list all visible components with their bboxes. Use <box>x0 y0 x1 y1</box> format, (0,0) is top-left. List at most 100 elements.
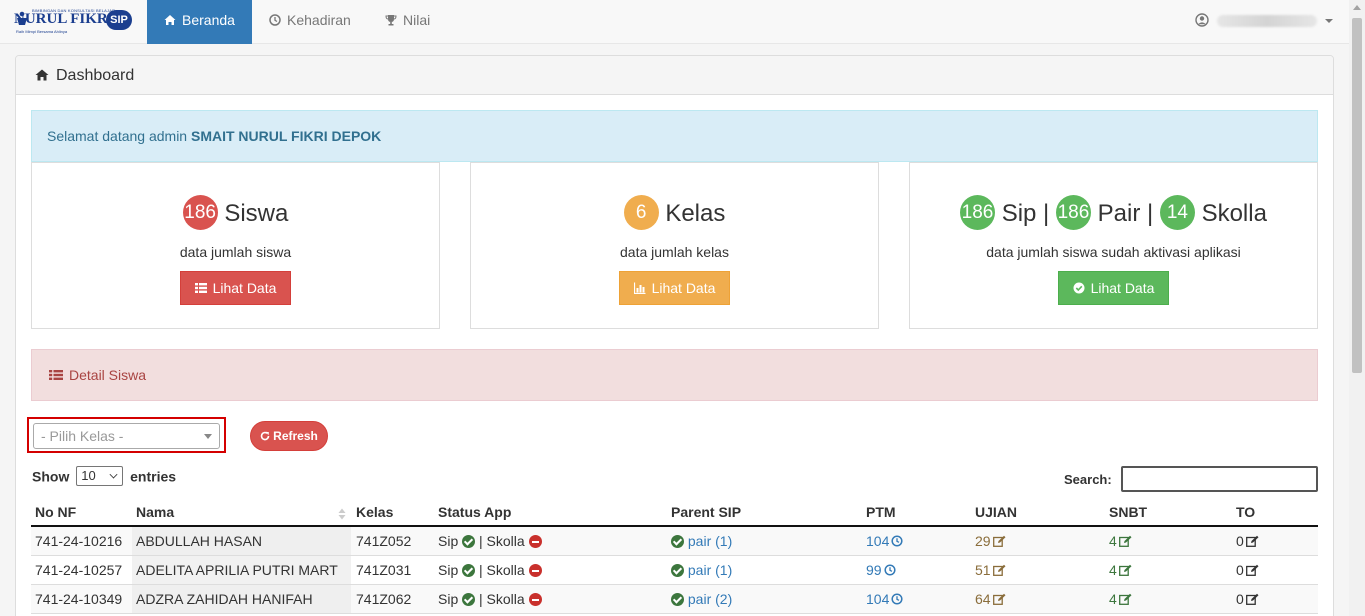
kelas-select-highlight: - Pilih Kelas - <box>27 417 226 453</box>
kelas-select-placeholder: - Pilih Kelas - <box>41 428 124 444</box>
scrollbar-thumb[interactable] <box>1352 18 1362 373</box>
th-parent-sip[interactable]: Parent SIP <box>671 504 742 520</box>
refresh-label: Refresh <box>273 429 318 443</box>
table-row: 741-24-10257 ADELITA APRILIA PUTRI MART … <box>31 556 1318 585</box>
sorted-column-shade <box>132 585 351 613</box>
logo-figure-icon <box>17 11 27 25</box>
cell-status-app: Sip | Skolla <box>438 527 542 555</box>
snbt-value: 4 <box>1109 533 1117 549</box>
ujian-value: 29 <box>975 533 991 549</box>
snbt-value: 4 <box>1109 591 1117 607</box>
sip-text: Sip <box>438 591 459 607</box>
lihat-data-kelas-label: Lihat Data <box>651 280 716 296</box>
kelas-label: Kelas <box>665 199 726 227</box>
cell-snbt[interactable]: 4 <box>1109 556 1132 584</box>
cell-ujian[interactable]: 29 <box>975 527 1006 555</box>
th-ujian[interactable]: UJIAN <box>975 504 1018 520</box>
panel-heading: Dashboard <box>16 56 1333 95</box>
edit-icon <box>992 535 1006 547</box>
th-snbt[interactable]: SNBT <box>1109 504 1148 520</box>
ptm-value: 104 <box>866 591 890 607</box>
lihat-data-kelas-button[interactable]: Lihat Data <box>619 271 730 305</box>
list-icon <box>194 283 207 293</box>
chevron-down-icon <box>1325 19 1333 23</box>
search-input[interactable] <box>1121 466 1318 492</box>
cell-nama: ABDULLAH HASAN <box>136 533 263 549</box>
sorted-column-shade <box>132 556 351 584</box>
pair-link[interactable]: pair (1) <box>687 533 733 549</box>
scroll-up-arrow-icon[interactable] <box>1353 5 1361 10</box>
pair-label: Pair | <box>1097 199 1154 227</box>
cell-no-nf: 741-24-10257 <box>35 562 123 578</box>
cell-to[interactable]: 0 <box>1236 527 1259 555</box>
th-nama[interactable]: Nama <box>136 504 175 520</box>
table-header-divider <box>31 525 1318 527</box>
cell-nama: ADELITA APRILIA PUTRI MART <box>136 562 338 578</box>
cell-ptm[interactable]: 99 <box>866 556 896 584</box>
minus-circle-icon <box>528 593 542 606</box>
cell-ptm[interactable]: 104 <box>866 527 903 555</box>
home-icon <box>35 69 49 81</box>
entries-control: Show 10 entries <box>32 466 176 488</box>
nav-kehadiran-label: Kehadiran <box>287 12 351 28</box>
to-value: 0 <box>1236 591 1244 607</box>
user-menu[interactable] <box>1195 12 1335 32</box>
siswa-label: Siswa <box>224 199 289 227</box>
nav-nilai[interactable]: Nilai <box>368 0 447 44</box>
page-title: Dashboard <box>56 67 135 84</box>
minus-circle-icon <box>528 564 542 577</box>
user-circle-icon <box>1195 13 1209 27</box>
cell-snbt[interactable]: 4 <box>1109 585 1132 613</box>
cell-parent-sip[interactable]: pair (2) <box>671 585 732 613</box>
cell-ujian[interactable]: 51 <box>975 556 1006 584</box>
user-name-redacted <box>1217 15 1317 27</box>
card-aktivasi-head: 186 Sip | 186 Pair | 14 Skolla <box>910 195 1317 230</box>
cell-ujian[interactable]: 64 <box>975 585 1006 613</box>
check-circle-icon <box>671 564 684 577</box>
cell-to[interactable]: 0 <box>1236 556 1259 584</box>
minus-circle-icon <box>528 535 542 548</box>
cell-parent-sip[interactable]: pair (1) <box>671 556 732 584</box>
check-circle-icon <box>462 564 476 577</box>
home-icon <box>164 15 176 25</box>
cell-snbt[interactable]: 4 <box>1109 527 1132 555</box>
school-name: SMAIT NURUL FIKRI DEPOK <box>190 128 382 144</box>
to-value: 0 <box>1236 533 1244 549</box>
kelas-select[interactable]: - Pilih Kelas - <box>33 423 220 449</box>
edit-icon <box>1118 593 1132 605</box>
th-ptm[interactable]: PTM <box>866 504 896 520</box>
cell-ptm[interactable]: 104 <box>866 585 903 613</box>
brand-logo[interactable]: BIMBINGAN DAN KONSULTASI BELAJAR NURUL F… <box>14 8 134 36</box>
cell-to[interactable]: 0 <box>1236 585 1259 613</box>
lihat-data-siswa-button[interactable]: Lihat Data <box>180 271 291 305</box>
welcome-text: Selamat datang admin <box>47 128 188 144</box>
chevron-down-icon <box>109 470 118 479</box>
detail-siswa-header: Detail Siswa <box>31 349 1318 401</box>
pair-link[interactable]: pair (1) <box>687 562 733 578</box>
ptm-value: 104 <box>866 533 890 549</box>
refresh-button[interactable]: Refresh <box>250 421 328 451</box>
th-no-nf[interactable]: No NF <box>35 504 77 520</box>
cell-kelas: 741Z062 <box>356 591 412 607</box>
skolla-count-badge: 14 <box>1159 195 1195 230</box>
sip-text: Sip <box>438 562 459 578</box>
nav-beranda[interactable]: Beranda <box>147 0 252 44</box>
card-aktivasi: 186 Sip | 186 Pair | 14 Skolla data juml… <box>909 162 1318 329</box>
th-to[interactable]: TO <box>1236 504 1256 520</box>
card-siswa-head: 186 Siswa <box>32 195 439 230</box>
page-scrollbar[interactable] <box>1349 0 1365 616</box>
nav-kehadiran[interactable]: Kehadiran <box>252 0 368 44</box>
ujian-value: 51 <box>975 562 991 578</box>
top-navbar: BIMBINGAN DAN KONSULTASI BELAJAR NURUL F… <box>0 0 1349 44</box>
th-kelas[interactable]: Kelas <box>356 504 394 520</box>
edit-icon <box>1245 593 1259 605</box>
pair-link[interactable]: pair (2) <box>687 591 733 607</box>
check-circle-icon <box>671 593 684 606</box>
cell-parent-sip[interactable]: pair (1) <box>671 527 732 555</box>
th-status-app[interactable]: Status App <box>438 504 512 520</box>
entries-select[interactable]: 10 <box>76 466 124 486</box>
sort-icon[interactable] <box>338 508 346 520</box>
to-value: 0 <box>1236 562 1244 578</box>
cell-no-nf: 741-24-10216 <box>35 533 123 549</box>
lihat-data-aktivasi-button[interactable]: Lihat Data <box>1058 271 1169 305</box>
